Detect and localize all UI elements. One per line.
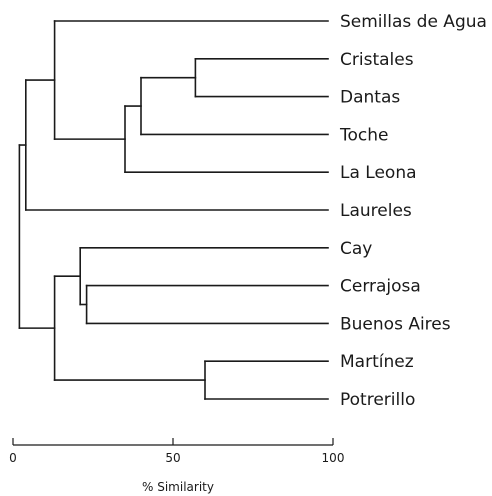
leaf-label: Cay — [340, 239, 372, 259]
leaf-label: Potrerillo — [340, 390, 415, 410]
leaf-label: Martínez — [340, 352, 414, 372]
axis-tick-label: 50 — [165, 451, 180, 465]
axis-title: % Similarity — [142, 480, 214, 494]
similarity-axis: 0 50 100 % Similarity — [9, 438, 344, 494]
leaf-label: Cristales — [340, 50, 414, 70]
leaf-label: Laureles — [340, 201, 412, 221]
axis-tick-label: 0 — [9, 451, 17, 465]
leaf-labels: Semillas de Agua Cristales Dantas Toche La L… — [339, 12, 487, 410]
leaf-label: Cerrajosa — [340, 277, 421, 297]
dendrogram-branches — [18, 20, 329, 400]
leaf-label: Buenos Aires — [340, 314, 451, 334]
axis-ticks: 0 50 100 — [9, 438, 344, 465]
leaf-label: Semillas de Agua — [340, 12, 487, 32]
leaf-label: Toche — [339, 125, 388, 145]
leaf-label: La Leona — [340, 163, 417, 183]
axis-tick-label: 100 — [322, 451, 345, 465]
leaf-label: Dantas — [340, 88, 400, 108]
